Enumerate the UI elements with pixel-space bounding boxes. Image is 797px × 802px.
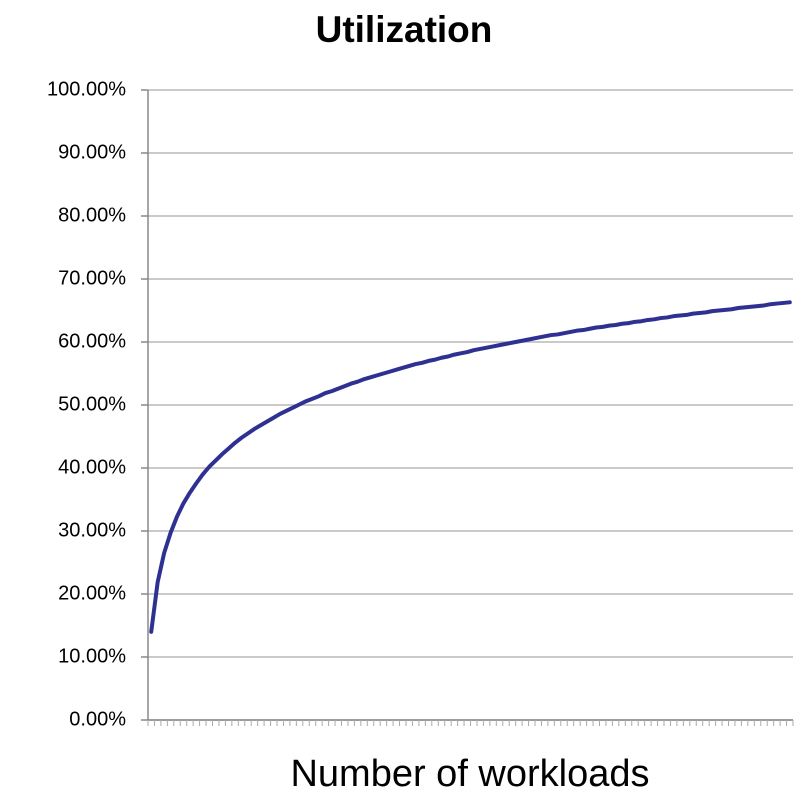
y-tick-label: 60.00% [58, 330, 126, 352]
y-tick-label: 50.00% [58, 393, 126, 415]
y-tick-label: 20.00% [58, 582, 126, 604]
chart-title: Utilization [316, 9, 493, 50]
y-tick-label: 10.00% [58, 645, 126, 667]
x-axis-label: Number of workloads [290, 753, 649, 795]
y-tick-label: 80.00% [58, 204, 126, 226]
data-line [149, 300, 792, 634]
y-tick-label: 70.00% [58, 267, 126, 289]
y-tick-label: 90.00% [58, 141, 126, 163]
y-tick-label: 40.00% [58, 456, 126, 478]
y-tick-label: 30.00% [58, 519, 126, 541]
y-tick-label: 100.00% [47, 78, 126, 100]
y-tick-label: 0.00% [69, 708, 126, 730]
